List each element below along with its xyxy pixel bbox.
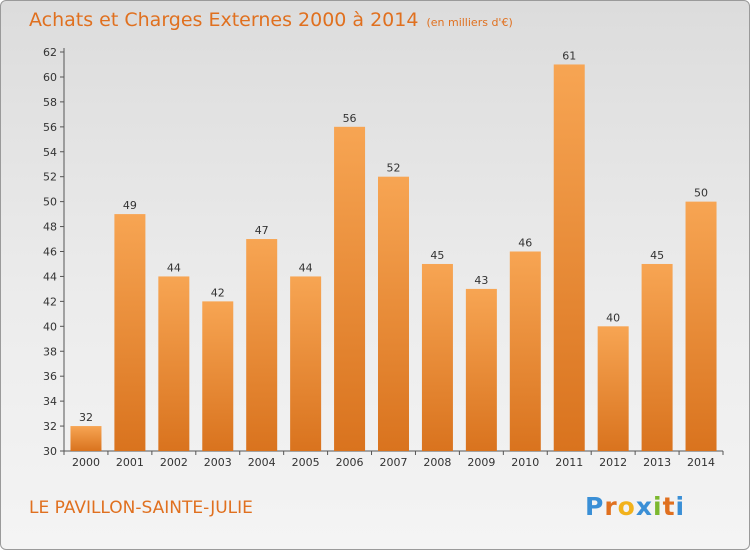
- y-tick-label: 52: [43, 171, 57, 184]
- bar-2013: [641, 263, 673, 451]
- data-label-2001: 49: [123, 199, 137, 212]
- x-tick-label-2008: 2008: [423, 456, 451, 469]
- bar-2011: [553, 64, 585, 451]
- city-name: LE PAVILLON-SAINTE-JULIE: [29, 498, 253, 518]
- data-label-2012: 40: [606, 311, 620, 324]
- x-tick-label-2000: 2000: [72, 456, 100, 469]
- bar-2010: [509, 251, 541, 451]
- data-label-2000: 32: [79, 411, 93, 424]
- x-tick-label-2012: 2012: [599, 456, 627, 469]
- logo-letter: i: [653, 492, 663, 521]
- bar-2007: [378, 176, 409, 451]
- y-tick-label: 62: [43, 46, 57, 59]
- bar-2001: [114, 214, 146, 451]
- x-tick-label-2002: 2002: [160, 456, 188, 469]
- y-tick-label: 32: [43, 420, 57, 433]
- y-tick-label: 36: [43, 370, 57, 383]
- x-tick-label-2004: 2004: [248, 456, 276, 469]
- data-label-2014: 50: [694, 187, 708, 200]
- proxiti-logo: Proxiti: [585, 492, 685, 521]
- x-tick-label-2009: 2009: [467, 456, 495, 469]
- bar-2009: [465, 288, 497, 451]
- data-label-2007: 52: [387, 162, 401, 175]
- x-tick-label-2011: 2011: [555, 456, 583, 469]
- x-tick-label-2013: 2013: [643, 456, 671, 469]
- bar-2008: [421, 263, 453, 451]
- data-label-2011: 61: [562, 49, 576, 62]
- y-tick-label: 42: [43, 295, 57, 308]
- bar-2005: [290, 276, 322, 451]
- y-tick-label: 50: [43, 196, 57, 209]
- x-tick-label-2003: 2003: [204, 456, 232, 469]
- bar-2003: [202, 301, 234, 451]
- data-label-2010: 46: [518, 237, 532, 250]
- x-tick-label-2006: 2006: [336, 456, 364, 469]
- data-label-2008: 45: [430, 249, 444, 262]
- chart-title-text: Achats et Charges Externes 2000 à 2014: [29, 9, 419, 31]
- x-tick-label-2001: 2001: [116, 456, 144, 469]
- x-tick-label-2005: 2005: [292, 456, 320, 469]
- y-tick-label: 38: [43, 345, 57, 358]
- y-tick-label: 58: [43, 96, 57, 109]
- data-label-2005: 44: [299, 261, 313, 274]
- x-tick-label-2007: 2007: [380, 456, 408, 469]
- y-tick-label: 34: [43, 395, 57, 408]
- data-label-2013: 45: [650, 249, 664, 262]
- logo-letter: o: [617, 492, 636, 521]
- logo-letter: r: [604, 492, 618, 521]
- logo-letter: x: [635, 492, 653, 521]
- y-tick-label: 44: [43, 270, 57, 283]
- logo-letter: t: [662, 492, 676, 521]
- logo-letter: P: [585, 492, 605, 521]
- y-tick-label: 60: [43, 71, 57, 84]
- x-tick-label-2010: 2010: [511, 456, 539, 469]
- bar-2002: [158, 276, 190, 451]
- bar-2000: [70, 426, 102, 451]
- y-tick-label: 54: [43, 146, 57, 159]
- logo-letter: i: [675, 492, 686, 521]
- data-label-2009: 43: [474, 274, 488, 287]
- chart-title: Achats et Charges Externes 2000 à 2014 (e…: [29, 9, 513, 31]
- y-tick-label: 48: [43, 221, 57, 234]
- bar-2014: [685, 201, 717, 451]
- y-tick-label: 46: [43, 246, 57, 259]
- y-tick-label: 40: [43, 320, 57, 333]
- x-tick-label-2014: 2014: [687, 456, 715, 469]
- bar-2004: [246, 239, 278, 451]
- y-tick-label: 56: [43, 121, 57, 134]
- data-label-2004: 47: [255, 224, 269, 237]
- chart-bars: 32 49 44 42 47 44 56 52 45 43 46 61 40 45 50: [70, 49, 717, 451]
- data-label-2002: 44: [167, 261, 181, 274]
- bar-2012: [597, 326, 629, 451]
- chart-unit-text: (en milliers d'€): [426, 16, 513, 29]
- bar-2006: [334, 126, 366, 451]
- y-tick-label: 30: [43, 445, 57, 458]
- data-label-2003: 42: [211, 286, 225, 299]
- data-label-2006: 56: [343, 112, 357, 125]
